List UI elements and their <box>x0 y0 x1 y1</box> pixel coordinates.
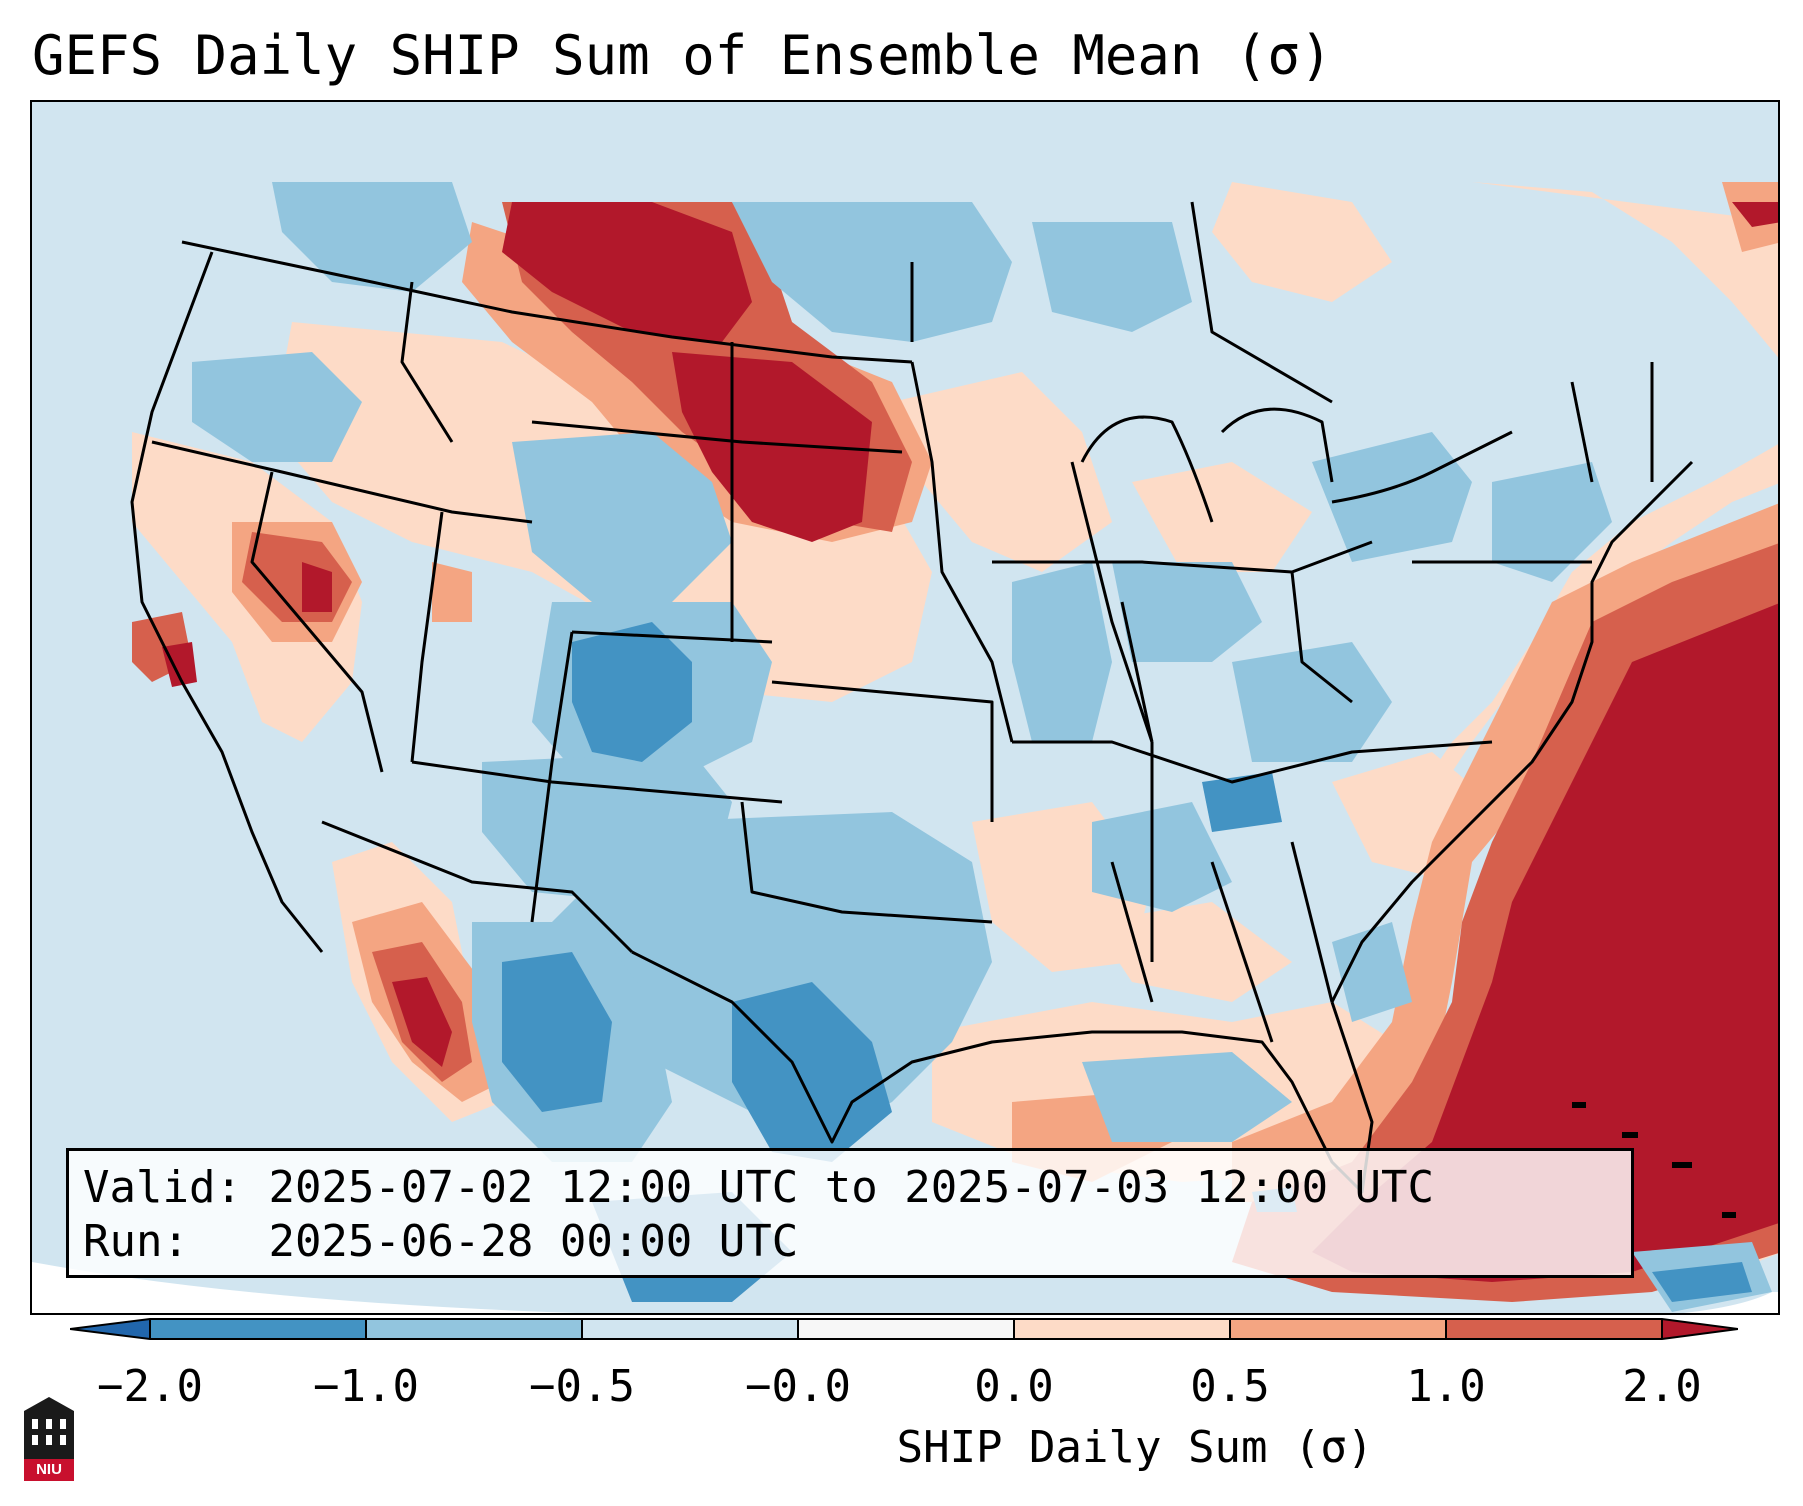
colorbar <box>70 1318 1738 1340</box>
colorbar-tick-label: 0.5 <box>1190 1361 1270 1412</box>
colorbar-label: SHIP Daily Sum (σ) <box>896 1422 1374 1473</box>
run-row: Run: 2025-06-28 00:00 UTC <box>83 1215 1617 1269</box>
colorbar-ticks <box>149 1319 1663 1339</box>
projection-edge-right <box>1683 1292 1778 1313</box>
colorbar-tick-label: −2.0 <box>97 1361 203 1412</box>
map-panel <box>30 100 1780 1315</box>
colorbar-over-arrow <box>1662 1319 1738 1339</box>
run-value: 2025-06-28 00:00 UTC <box>268 1216 799 1267</box>
colorbar-graphic <box>70 1318 1738 1340</box>
colorbar-bin-7 <box>1446 1319 1662 1339</box>
run-label: Run: <box>83 1216 189 1267</box>
projection-edge <box>32 1262 578 1313</box>
field-extreme-positive <box>162 202 1778 1282</box>
colorbar-tick-label: 0.0 <box>974 1361 1054 1412</box>
valid-row: Valid: 2025-07-02 12:00 UTC to 2025-07-0… <box>83 1161 1617 1215</box>
boundaries <box>130 201 1694 1194</box>
colorbar-tick-label: −0.5 <box>529 1361 635 1412</box>
niu-logo-icon <box>24 1397 74 1481</box>
valid-label: Valid: <box>83 1162 242 1213</box>
map-title: GEFS Daily SHIP Sum of Ensemble Mean (σ) <box>32 24 1333 87</box>
colorbar-bin-3 <box>582 1319 798 1339</box>
ship-field-map <box>32 102 1778 1313</box>
caribbean-islands <box>1572 1102 1736 1218</box>
niu-logo: NIU <box>20 1393 78 1483</box>
colorbar-bin-5 <box>1014 1319 1230 1339</box>
colorbar-tick-label: 1.0 <box>1406 1361 1486 1412</box>
niu-logo-text: NIU <box>36 1461 62 1478</box>
colorbar-tick-label: 2.0 <box>1622 1361 1702 1412</box>
field-medium-negative <box>192 182 1772 1312</box>
colorbar-bin-4 <box>798 1319 1014 1339</box>
valid-run-infobox: Valid: 2025-07-02 12:00 UTC to 2025-07-0… <box>66 1148 1634 1278</box>
colorbar-bin-1 <box>150 1319 366 1339</box>
colorbar-bin-6 <box>1230 1319 1446 1339</box>
colorbar-tick-label: −0.0 <box>745 1361 851 1412</box>
valid-value: 2025-07-02 12:00 UTC to 2025-07-03 12:00… <box>268 1162 1435 1213</box>
colorbar-bin-2 <box>366 1319 582 1339</box>
colorbar-under-arrow <box>70 1319 150 1339</box>
colorbar-tick-label: −1.0 <box>313 1361 419 1412</box>
